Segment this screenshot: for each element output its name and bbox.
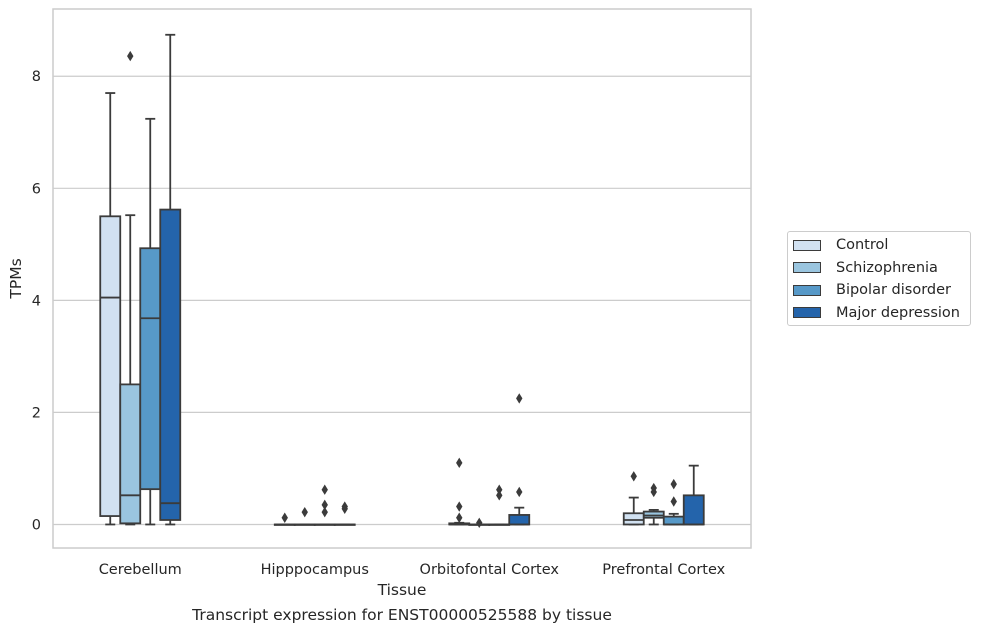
x-tick-label: Cerebellum bbox=[99, 562, 182, 578]
box-bipolar-disorder bbox=[139, 247, 162, 491]
outlier-point bbox=[127, 50, 134, 62]
outlier-point bbox=[341, 503, 348, 514]
plot-border bbox=[52, 8, 752, 549]
y-tick-label: 8 bbox=[32, 69, 41, 85]
legend-swatch-schizophrenia bbox=[793, 262, 821, 273]
outlier-point bbox=[496, 484, 503, 495]
outlier-point bbox=[670, 496, 677, 507]
legend-item-major-depression: Major depression bbox=[793, 302, 960, 324]
box-schizophrenia bbox=[119, 383, 142, 525]
legend-item-control: Control bbox=[793, 234, 888, 256]
x-tick-label: Hipppocampus bbox=[261, 562, 369, 578]
box-major-depression bbox=[682, 494, 705, 526]
outlier-point bbox=[496, 490, 503, 501]
legend-item-schizophrenia: Schizophrenia bbox=[793, 257, 938, 279]
legend-label: Major depression bbox=[836, 304, 960, 321]
legend-label: Control bbox=[836, 237, 889, 253]
box-control bbox=[99, 215, 122, 517]
x-axis-label: Tissue bbox=[377, 581, 427, 599]
y-tick-label: 0 bbox=[32, 517, 41, 533]
y-tick-label: 6 bbox=[32, 181, 41, 197]
x-tick-label: Orbitofontal Cortex bbox=[420, 562, 560, 578]
x-tick-label: Prefrontal Cortex bbox=[602, 562, 725, 578]
legend-item-bipolar-disorder: Bipolar disorder bbox=[793, 279, 951, 301]
outlier-point bbox=[321, 484, 328, 495]
outlier-point bbox=[456, 501, 463, 512]
legend: Control Schizophrenia Bipolar disorder M… bbox=[787, 231, 971, 326]
box-bipolar-disorder bbox=[662, 515, 685, 526]
outlier-point bbox=[476, 517, 483, 528]
y-tick-label: 2 bbox=[32, 405, 41, 421]
legend-label: Schizophrenia bbox=[836, 259, 938, 276]
legend-label: Bipolar disorder bbox=[836, 282, 951, 298]
y-axis-label: TPMs bbox=[7, 258, 25, 299]
y-tick-label: 4 bbox=[32, 293, 41, 309]
outlier-point bbox=[670, 478, 677, 490]
outlier-point bbox=[301, 506, 308, 518]
box-control bbox=[622, 512, 645, 526]
legend-swatch-bipolar-disorder bbox=[793, 284, 821, 296]
box-major-depression bbox=[159, 208, 182, 521]
outlier-point bbox=[281, 512, 288, 523]
outlier-point bbox=[630, 471, 637, 482]
legend-swatch-major-depression bbox=[793, 307, 821, 318]
outlier-point bbox=[516, 393, 523, 404]
outlier-point bbox=[456, 512, 463, 523]
outlier-point bbox=[321, 499, 328, 511]
box-major-depression bbox=[508, 514, 531, 526]
outlier-point bbox=[516, 486, 523, 498]
legend-swatch-control bbox=[793, 239, 821, 251]
chart-caption: Transcript expression for ENST0000052558… bbox=[192, 606, 612, 624]
outlier-point bbox=[321, 506, 328, 518]
outlier-point bbox=[650, 486, 657, 498]
outlier-point bbox=[456, 457, 463, 469]
